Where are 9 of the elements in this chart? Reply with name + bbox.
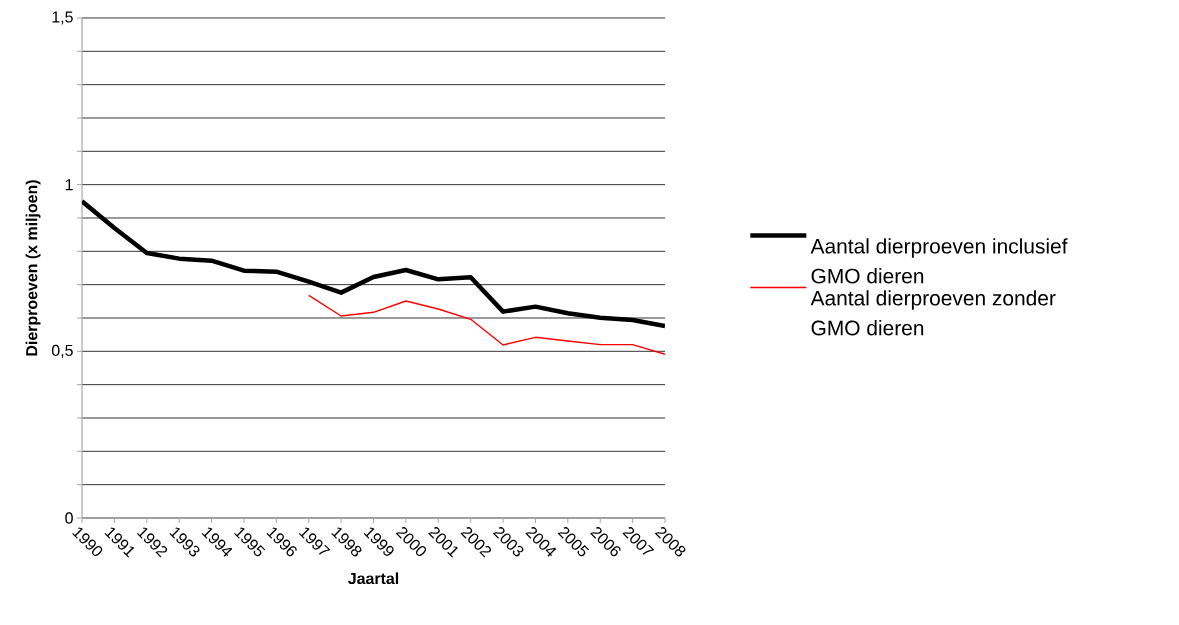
y-tick-label: 1,5 — [52, 11, 73, 25]
line-series — [308, 294, 666, 356]
text: Aantal dierproeven zonder GMO dieren — [810, 290, 1056, 336]
y-tick-label: 0 — [65, 512, 73, 524]
y-tick-label: 1 — [65, 179, 73, 191]
x-axis-title: Jaartal — [348, 572, 399, 585]
y-tick-label: 0,5 — [51, 344, 73, 358]
y-axis-title: Dierproeven (x miljoen) — [25, 180, 41, 356]
text: Aantal dierproeven inclusief GMO dieren — [810, 238, 1068, 284]
